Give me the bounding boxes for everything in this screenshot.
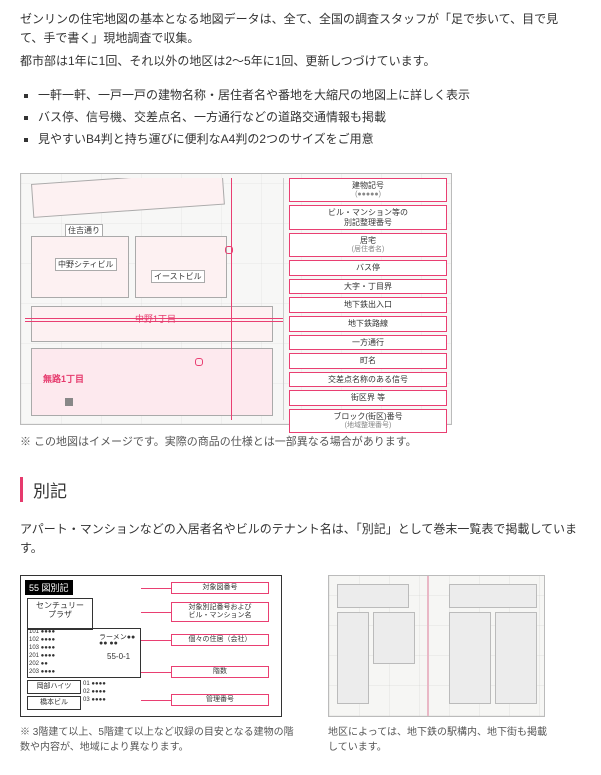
map-legend: 建物記号(●●●●●) ビル・マンション等の 別記整理番号居宅(居住者名) バス停大… <box>289 178 447 433</box>
area-label: 中野1丁目 <box>135 312 176 325</box>
annex-building: 橋本ビル <box>27 696 81 710</box>
annex-callout: 階数 <box>171 666 269 678</box>
annex-callout: 個々の住居（会社） <box>171 634 269 646</box>
legend-item: 街区界 等 <box>289 390 447 406</box>
annex-right-caption: 地区によっては、地下鉄の駅構内、地下街も掲載しています。 <box>328 725 553 755</box>
intro-line-2: 都市部は1年に1回、それ以外の地区は2～5年に1回、更新しつづけています。 <box>20 52 581 71</box>
legend-item: ブロック(街区)番号(地域整理番号) <box>289 409 447 433</box>
annex-building: センチュリー プラザ <box>27 598 93 630</box>
map-marker <box>195 358 203 366</box>
annex-left-column: 55 図別記 センチュリー プラザ ラーメン●● ●● ●● 55-0-1 岡部… <box>20 575 300 765</box>
legend-item: 居宅(居住者名) <box>289 233 447 257</box>
legend-item: 交差点名称のある信号 <box>289 372 447 388</box>
annex-title-bar: 55 図別記 <box>25 580 73 595</box>
legend-item: 地下鉄出入口 <box>289 297 447 313</box>
legend-item: 一方通行 <box>289 335 447 351</box>
annex-callout: 対象図番号 <box>171 582 269 594</box>
sample-map-figure: 住吉通り 中野シティビル イーストビル 中野1丁目 無路1丁目 建物記号(●●●… <box>20 173 452 425</box>
map-marker <box>65 398 73 406</box>
annex-callout: 対象別記番号および ビル・マンション名 <box>171 602 269 623</box>
building-label: 中野シティビル <box>55 258 117 271</box>
list-item: 見やすいB4判と持ち運びに便利なA4判の2つのサイズをご用意 <box>38 130 581 149</box>
intro-line-1: ゼンリンの住宅地図の基本となる地図データは、全て、全国の調査スタッフが「足で歩い… <box>20 10 581 48</box>
annex-right-column: 地区によっては、地下鉄の駅構内、地下街も掲載しています。 <box>328 575 553 765</box>
intro-text: ゼンリンの住宅地図の基本となる地図データは、全て、全国の調査スタッフが「足で歩い… <box>20 10 581 72</box>
legend-item: バス停 <box>289 260 447 276</box>
legend-item: 町名 <box>289 353 447 369</box>
legend-item: 大字・丁目界 <box>289 279 447 295</box>
building-label: イーストビル <box>151 270 205 283</box>
road-label: 住吉通り <box>65 224 103 237</box>
annex-left-caption: ※ 3階建て以上、5階建て以上など収録の目安となる建物の階数や内容が、地域により… <box>20 725 300 755</box>
rail-line <box>427 576 429 716</box>
legend-item: ビル・マンション等の 別記整理番号 <box>289 205 447 230</box>
map-caption: ※ この地図はイメージです。実際の商品の仕様とは一部異なる場合があります。 <box>20 433 581 449</box>
annex-diagram: 55 図別記 センチュリー プラザ ラーメン●● ●● ●● 55-0-1 岡部… <box>20 575 282 717</box>
legend-item: 建物記号(●●●●●) <box>289 178 447 202</box>
underground-map-figure <box>328 575 545 717</box>
annex-room-header: 55-0-1 <box>107 652 130 661</box>
list-item: 一軒一軒、一戸一戸の建物名称・居住者名や番地を大縮尺の地図上に詳しく表示 <box>38 86 581 105</box>
list-item: バス停、信号機、交差点名、一方通行などの道路交通情報も掲載 <box>38 108 581 127</box>
annex-row: 55 図別記 センチュリー プラザ ラーメン●● ●● ●● 55-0-1 岡部… <box>20 575 581 765</box>
feature-list: 一軒一軒、一戸一戸の建物名称・居住者名や番地を大縮尺の地図上に詳しく表示 バス停… <box>20 86 581 150</box>
area-label: 無路1丁目 <box>43 372 84 385</box>
annex-description: アパート・マンションなどの入居者名やビルのテナント名は、「別記」として巻末一覧表… <box>20 520 581 558</box>
map-marker <box>225 246 233 254</box>
legend-item: 地下鉄路線 <box>289 316 447 332</box>
section-title-annex: 別記 <box>20 477 581 502</box>
map-graphic: 住吉通り 中野シティビル イーストビル 中野1丁目 無路1丁目 <box>25 178 284 420</box>
annex-building: 岡部ハイツ <box>27 680 81 694</box>
